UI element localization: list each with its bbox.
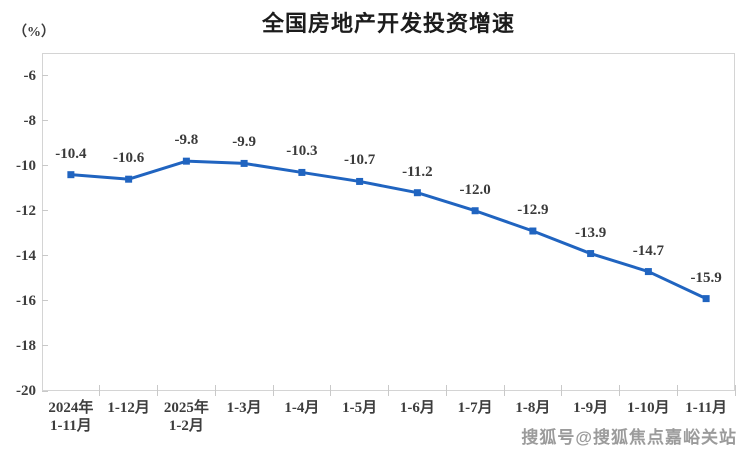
x-tick-mark (388, 385, 389, 396)
data-point-label: -10.4 (55, 145, 87, 162)
x-tick-label: 2025年 1-2月 (163, 400, 209, 434)
data-point-label: -12.9 (517, 202, 549, 218)
x-tick-label: 1-7月 (457, 400, 493, 416)
y-tick-mark (42, 210, 48, 212)
y-tick-label: -12 (16, 202, 36, 219)
y-axis-unit-label: （%） (13, 25, 55, 40)
y-tick-mark (42, 165, 48, 167)
x-tick-mark (99, 385, 101, 396)
x-tick-label: 2024年 1-11月 (48, 400, 94, 434)
x-tick-mark (619, 385, 620, 396)
plot-area (42, 53, 735, 391)
x-tick-label: 1-10月 (627, 400, 670, 416)
data-point-label: -12.0 (459, 181, 491, 198)
x-tick-mark (157, 385, 158, 396)
x-tick-label: 1-5月 (342, 400, 378, 416)
x-tick-label: 1-12月 (107, 400, 150, 416)
x-tick-mark (330, 385, 332, 396)
y-tick-mark (42, 75, 48, 77)
x-tick-label: 1-4月 (284, 400, 320, 416)
data-point-label: -15.9 (690, 269, 722, 286)
y-tick-label: -20 (16, 383, 36, 399)
data-point-label: -9.9 (232, 134, 256, 151)
watermark: 搜狐号@搜狐焦点嘉峪关站 (521, 428, 737, 447)
x-tick-mark (214, 385, 216, 396)
y-tick-mark (42, 300, 48, 302)
data-point-label: -10.6 (113, 150, 145, 167)
x-tick-mark (561, 385, 563, 396)
y-tick-label: -6 (23, 67, 37, 84)
y-tick-label: -10 (16, 157, 36, 174)
x-tick-mark (503, 385, 505, 396)
y-tick-label: -16 (16, 292, 36, 309)
x-tick-mark (272, 385, 274, 396)
y-tick-label: -18 (16, 337, 36, 354)
x-tick-mark (445, 385, 447, 396)
y-tick-label: -8 (23, 112, 37, 129)
y-tick-mark (42, 120, 48, 122)
data-point-label: -13.9 (575, 224, 607, 241)
x-tick-label: 1-11月 (685, 400, 727, 416)
chart-title: 全国房地产开发投资增速 (261, 11, 515, 36)
data-point-label: -10.7 (344, 152, 376, 169)
data-point-label: -11.2 (402, 163, 433, 180)
x-tick-label: 1-8月 (515, 400, 551, 416)
x-tick-label: 1-9月 (573, 400, 609, 416)
y-tick-mark (42, 255, 48, 257)
y-tick-mark (42, 390, 48, 392)
y-tick-mark (42, 345, 48, 347)
data-point-label: -10.3 (286, 143, 318, 160)
x-tick-label: 1-6月 (399, 400, 435, 416)
x-tick-mark (734, 385, 736, 396)
data-point-label: -14.7 (632, 242, 664, 259)
x-tick-mark (676, 385, 678, 396)
y-tick-label: -14 (16, 247, 36, 264)
data-point-label: -9.8 (174, 132, 199, 149)
x-tick-label: 1-3月 (226, 400, 262, 416)
